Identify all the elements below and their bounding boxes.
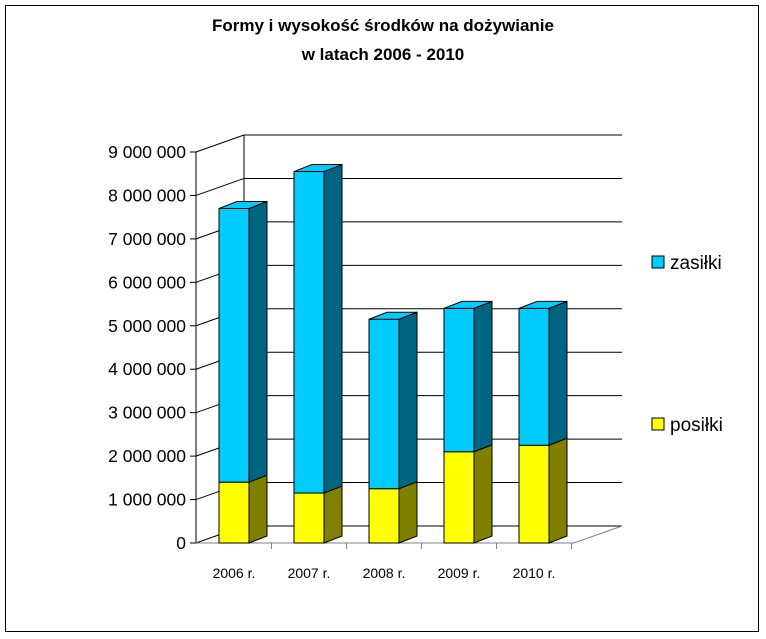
legend-label: posiłki — [670, 415, 723, 436]
bar-top-zasiłki — [368, 311, 418, 320]
gridline-depth — [195, 177, 245, 196]
bar-zasiłki — [218, 207, 250, 483]
y-tick-label: 2 000 000 — [108, 446, 186, 466]
legend-swatch-zasiłki — [651, 255, 665, 269]
y-tick-label: 1 000 000 — [108, 490, 186, 510]
bar-top-zasiłki — [518, 300, 568, 309]
legend-swatch-posiłki — [651, 417, 665, 431]
y-tick-label: 6 000 000 — [108, 272, 186, 292]
legend-label: zasiłki — [670, 253, 722, 274]
y-tick-label: 9 000 000 — [108, 142, 186, 162]
bar-side-zasiłki — [548, 300, 568, 446]
x-tick-label: 2006 r. — [213, 565, 256, 581]
bar-side-zasiłki — [473, 300, 493, 453]
chart-title-line: Formy i wysokość środków na dożywianie — [212, 16, 554, 35]
y-tick-label: 7 000 000 — [108, 229, 186, 249]
bar-top-zasiłki — [443, 300, 493, 309]
bar-posiłki — [368, 488, 400, 544]
bar-side-zasiłki — [248, 200, 268, 483]
bar-top-zasiłki — [293, 164, 343, 173]
bar-posiłki — [293, 492, 325, 544]
y-tick-label: 8 000 000 — [108, 185, 186, 205]
y-tick-label: 4 000 000 — [108, 359, 186, 379]
y-tick-label: 0 — [176, 533, 186, 553]
bar-posiłki — [218, 481, 250, 544]
bar-side-posiłki — [398, 480, 418, 544]
bar-side-zasiłki — [398, 311, 418, 490]
x-tick-label: 2009 r. — [438, 565, 481, 581]
y-tick-label: 3 000 000 — [108, 403, 186, 423]
bar-side-zasiłki — [323, 163, 343, 494]
bar-posiłki — [443, 451, 475, 544]
bar-zasiłki — [368, 318, 400, 490]
bar-zasiłki — [293, 171, 325, 494]
x-tick-label: 2008 r. — [363, 565, 406, 581]
x-tick-label: 2007 r. — [288, 565, 331, 581]
x-tick-label: 2010 r. — [513, 565, 556, 581]
bar-zasiłki — [443, 307, 475, 453]
y-tick-label: 5 000 000 — [108, 316, 186, 336]
gridline-depth — [195, 134, 245, 153]
bar-side-posiłki — [323, 485, 343, 544]
bar-top-zasiłki — [218, 200, 268, 209]
bar-posiłki — [518, 444, 550, 544]
chart-title-line: w latach 2006 - 2010 — [301, 45, 465, 64]
bar-side-posiłki — [473, 444, 493, 544]
bar-side-posiłki — [248, 474, 268, 544]
bar-side-posiłki — [548, 437, 568, 544]
bar-zasiłki — [518, 307, 550, 446]
